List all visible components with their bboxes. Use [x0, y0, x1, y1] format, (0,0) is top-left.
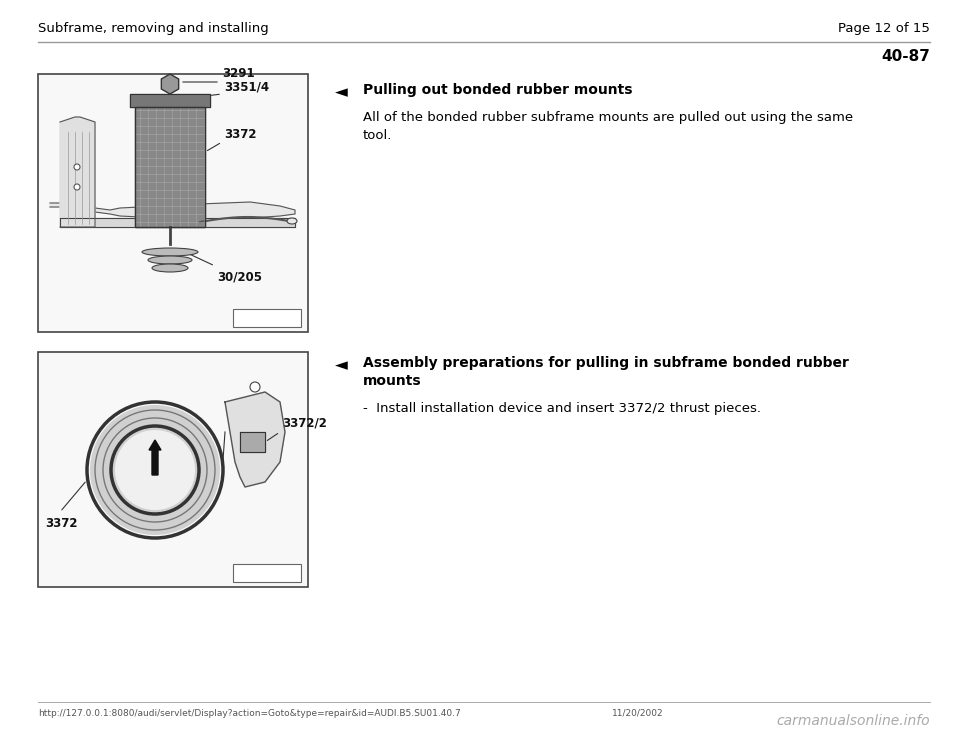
Text: A40-0091: A40-0091: [244, 313, 291, 323]
Text: -  Install installation device and insert 3372/2 thrust pieces.: - Install installation device and insert…: [363, 402, 761, 415]
Circle shape: [250, 382, 260, 392]
Bar: [38, 74, 308, 332]
Text: A40-0092: A40-0092: [244, 568, 291, 578]
Bar: [135, 107, 205, 227]
Circle shape: [74, 164, 80, 170]
Text: 40-87: 40-87: [881, 49, 930, 64]
Text: Subframe, removing and installing: Subframe, removing and installing: [38, 22, 269, 35]
Polygon shape: [50, 202, 295, 220]
Polygon shape: [130, 94, 210, 107]
Ellipse shape: [287, 218, 297, 224]
Text: 11/20/2002: 11/20/2002: [612, 709, 663, 718]
Text: All of the bonded rubber subframe mounts are pulled out using the same: All of the bonded rubber subframe mounts…: [363, 111, 853, 124]
Text: ◄: ◄: [335, 83, 348, 101]
Bar: [38, 352, 308, 587]
Ellipse shape: [142, 248, 198, 256]
Ellipse shape: [152, 264, 188, 272]
Text: 3372: 3372: [224, 128, 256, 141]
Text: 3372/2: 3372/2: [282, 417, 326, 430]
Bar: [233, 564, 301, 582]
Text: 30/205: 30/205: [217, 271, 262, 284]
Text: 3351/4: 3351/4: [224, 80, 269, 93]
Text: tool.: tool.: [363, 129, 393, 142]
FancyArrow shape: [149, 440, 161, 475]
Polygon shape: [240, 432, 265, 452]
Text: http://127.0.0.1:8080/audi/servlet/Display?action=Goto&type=repair&id=AUDI.B5.SU: http://127.0.0.1:8080/audi/servlet/Displ…: [38, 709, 461, 718]
Circle shape: [90, 405, 220, 535]
Polygon shape: [135, 107, 205, 227]
Circle shape: [74, 184, 80, 190]
Polygon shape: [225, 392, 285, 487]
Text: carmanualsonline.info: carmanualsonline.info: [777, 714, 930, 728]
Text: Page 12 of 15: Page 12 of 15: [838, 22, 930, 35]
Ellipse shape: [148, 256, 192, 264]
Polygon shape: [60, 117, 95, 227]
Text: 3372: 3372: [45, 517, 78, 530]
Circle shape: [115, 430, 195, 510]
Polygon shape: [60, 218, 295, 227]
Text: mounts: mounts: [363, 374, 421, 388]
Text: Pulling out bonded rubber mounts: Pulling out bonded rubber mounts: [363, 83, 633, 97]
Text: ◄: ◄: [335, 356, 348, 374]
Bar: [233, 309, 301, 327]
Text: Assembly preparations for pulling in subframe bonded rubber: Assembly preparations for pulling in sub…: [363, 356, 849, 370]
Text: 3291: 3291: [222, 67, 254, 80]
